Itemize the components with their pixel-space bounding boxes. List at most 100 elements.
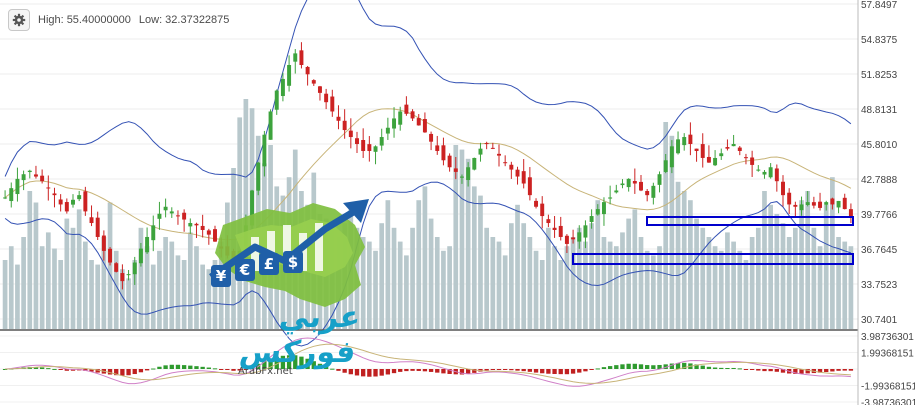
logo-url: ArabFx.net bbox=[238, 366, 293, 377]
macd-histogram-bar bbox=[280, 355, 286, 369]
candle-body bbox=[410, 111, 415, 119]
macd-histogram-bar bbox=[589, 369, 594, 370]
candle-body bbox=[490, 147, 495, 149]
volume-bar bbox=[768, 204, 773, 329]
volume-bar bbox=[583, 241, 588, 329]
volume-bar bbox=[8, 246, 14, 329]
candle-body bbox=[40, 175, 45, 182]
volume-bar bbox=[453, 145, 459, 329]
candle-body bbox=[546, 219, 551, 224]
candle-body bbox=[206, 230, 211, 235]
price-tick-label: 42.7888 bbox=[861, 175, 898, 186]
logo-text: عربي فوركس ArabFx.net bbox=[208, 300, 363, 377]
macd-histogram-bar bbox=[682, 362, 687, 369]
candle-body bbox=[169, 211, 174, 214]
candle-body bbox=[256, 162, 261, 191]
highlight-boxes bbox=[572, 216, 854, 265]
candle-body bbox=[737, 147, 742, 151]
macd-histogram-bar bbox=[323, 366, 329, 369]
macd-histogram-bar bbox=[817, 369, 823, 373]
macd-histogram-bar bbox=[181, 365, 187, 369]
volume-bar bbox=[70, 227, 76, 329]
candle-body bbox=[163, 206, 168, 211]
candle-body bbox=[367, 144, 372, 151]
settings-button[interactable] bbox=[8, 9, 30, 31]
macd-histogram-bar bbox=[651, 365, 656, 369]
macd-histogram-bar bbox=[799, 369, 804, 374]
macd-histogram-bar bbox=[212, 368, 218, 370]
volume-bar bbox=[823, 204, 829, 329]
volume-bar bbox=[589, 223, 594, 329]
volume-bar bbox=[58, 260, 63, 329]
candle-body bbox=[700, 144, 705, 158]
candle-body bbox=[799, 204, 804, 211]
candle-body bbox=[657, 174, 662, 185]
svg-text:£: £ bbox=[264, 255, 274, 273]
candle-body bbox=[330, 96, 335, 112]
price-axis: 57.8497 54.8375 51.8253 48.8131 45.8010 42.78… bbox=[861, 0, 898, 326]
volume-bar bbox=[101, 237, 107, 329]
candle-body bbox=[694, 148, 699, 151]
volume-bar bbox=[737, 250, 743, 329]
volume-bar bbox=[243, 99, 249, 329]
candle-body bbox=[663, 160, 668, 172]
macd-histogram-bar bbox=[607, 366, 613, 369]
volume-bar bbox=[132, 260, 138, 329]
candle-body bbox=[787, 192, 792, 205]
volume-bar bbox=[459, 149, 465, 329]
macd-histogram-bar bbox=[46, 368, 51, 370]
candle-body bbox=[682, 137, 687, 146]
volume-bar bbox=[39, 246, 45, 329]
candle-body bbox=[95, 217, 100, 237]
price-tick-label: 39.7766 bbox=[861, 210, 898, 221]
volume-bar bbox=[434, 237, 440, 329]
macd-histogram-bar bbox=[527, 369, 533, 372]
candle-body bbox=[348, 130, 353, 138]
candle-body bbox=[46, 187, 51, 189]
candle-body bbox=[27, 170, 32, 173]
macd-histogram-bar bbox=[249, 366, 255, 369]
volume-bar bbox=[194, 246, 199, 329]
candle-body bbox=[83, 191, 88, 212]
candle-body bbox=[317, 86, 322, 93]
volume-bar bbox=[33, 202, 39, 329]
volume-bar bbox=[558, 260, 564, 329]
candle-body bbox=[447, 155, 452, 168]
gear-icon bbox=[12, 13, 26, 27]
macd-histogram-bar bbox=[163, 365, 168, 369]
volume-bar bbox=[212, 260, 218, 329]
volume-bar bbox=[509, 223, 514, 329]
macd-histogram-bar bbox=[336, 369, 341, 371]
volume-bar bbox=[601, 237, 607, 329]
candle-body bbox=[182, 212, 187, 220]
macd-histogram-bar bbox=[694, 364, 699, 369]
macd-histogram-bar bbox=[577, 369, 582, 373]
macd-histogram-bar bbox=[391, 369, 397, 374]
volume-bar bbox=[428, 218, 434, 329]
macd-histogram-bar bbox=[330, 368, 335, 370]
volume-bar bbox=[484, 227, 489, 329]
macd-histogram-bar bbox=[268, 358, 273, 369]
volume-bar bbox=[187, 232, 193, 329]
macd-histogram-bar bbox=[465, 369, 471, 374]
macd-histogram-bar bbox=[552, 369, 557, 374]
macd-histogram-bar bbox=[64, 369, 69, 371]
macd-histogram-bar bbox=[762, 369, 767, 372]
low-value: 32.37322875 bbox=[165, 14, 230, 26]
volume-bar bbox=[743, 260, 749, 329]
volume-bar bbox=[478, 195, 483, 329]
price-tick-label: 51.8253 bbox=[861, 70, 898, 81]
price-tick-label: 48.8131 bbox=[861, 105, 898, 116]
candle-body bbox=[114, 263, 119, 272]
candle-body bbox=[441, 145, 446, 161]
macd-histogram-bar bbox=[712, 367, 718, 369]
candle-body bbox=[564, 235, 569, 244]
macd-histogram-bar bbox=[626, 363, 631, 369]
svg-text:$: $ bbox=[288, 253, 298, 271]
candle-body bbox=[824, 202, 829, 205]
macd-tick-label: -3.98736301 bbox=[861, 398, 915, 405]
candle-body bbox=[484, 143, 489, 145]
macd-histogram-bar bbox=[286, 355, 292, 369]
candle-body bbox=[719, 153, 724, 157]
